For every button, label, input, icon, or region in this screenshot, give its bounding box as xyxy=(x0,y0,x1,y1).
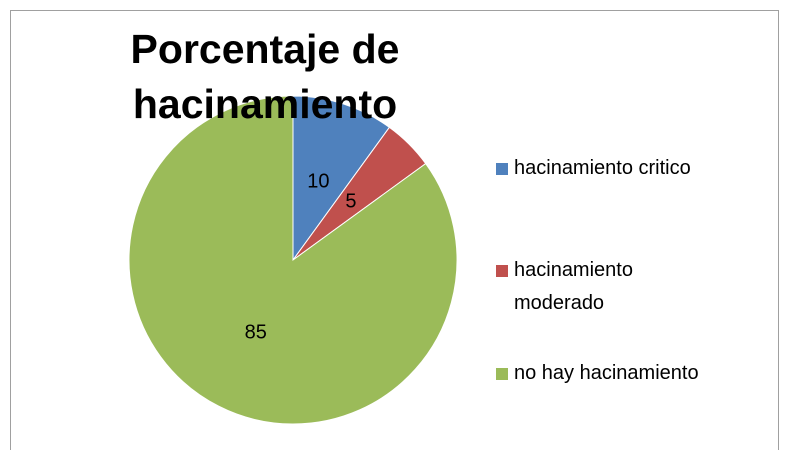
pie xyxy=(128,95,458,425)
legend-swatch xyxy=(496,368,508,380)
legend-label: hacinamiento critico xyxy=(514,157,691,179)
data-labels: 10 5 85 xyxy=(245,170,357,343)
chart-title: Porcentaje de hacinamiento xyxy=(130,26,400,127)
data-label: 85 xyxy=(245,321,267,343)
legend-item: hacinamiento critico xyxy=(496,152,716,185)
pie-slice xyxy=(292,95,391,262)
pie-slice xyxy=(128,95,458,425)
data-label: 5 xyxy=(345,190,356,212)
legend-swatch xyxy=(496,265,508,277)
legend-label: no hay hacinamiento xyxy=(514,362,699,384)
legend-swatch xyxy=(496,163,508,175)
data-label: 10 xyxy=(307,170,329,192)
legend-item: no hay hacinamiento xyxy=(496,357,716,390)
legend-label: hacinamiento moderado xyxy=(514,259,633,314)
legend-item: hacinamiento moderado xyxy=(496,254,716,320)
